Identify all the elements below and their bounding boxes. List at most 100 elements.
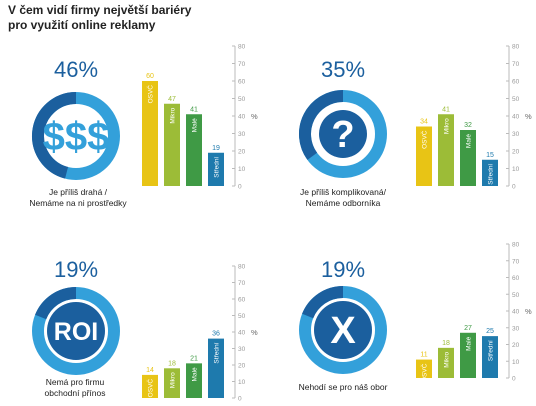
- bar-value-label: 36: [212, 331, 220, 338]
- y-tick-label: 50: [512, 96, 520, 103]
- panel-no-benefit: 19% ROI 0 10 20 30 40 50 60 70 80% 14 OSVČ 18 Mikro 2…: [0, 203, 268, 406]
- y-tick-label: 0: [512, 184, 516, 191]
- donut-ring: X: [299, 286, 387, 374]
- bar-category-label: Mikro: [444, 118, 451, 134]
- bar-value-label: 21: [190, 355, 198, 362]
- ring-share-arc: [32, 92, 77, 179]
- bar-value-label: 47: [168, 96, 176, 103]
- donut-ring: ROI: [32, 287, 120, 375]
- y-tick-label: 70: [512, 61, 520, 68]
- bar-value-label: 11: [420, 352, 427, 359]
- bar-value-label: 18: [168, 360, 176, 367]
- y-tick-label: 50: [512, 292, 520, 299]
- bar-value-label: 60: [146, 73, 154, 80]
- y-tick-label: 30: [512, 325, 520, 332]
- bar-value-label: 14: [146, 367, 154, 374]
- y-axis-label: %: [525, 112, 532, 121]
- y-tick-label: 80: [238, 44, 246, 51]
- svg-text:X: X: [330, 310, 356, 352]
- y-tick-label: 50: [238, 96, 246, 103]
- y-tick-label: 60: [512, 79, 520, 86]
- bar-category-label: OSVČ: [146, 379, 155, 398]
- bar-value-label: 34: [420, 119, 428, 126]
- panel-caption: Nehodí se pro náš obor: [268, 382, 418, 393]
- bar-chart: 0 10 20 30 40 50 60 70 80% 14 OSVČ 18 Mikro 21 Malé 36 S…: [142, 264, 258, 403]
- y-tick-label: 70: [238, 280, 246, 287]
- bar-category-label: OSVČ: [420, 130, 429, 149]
- caption-line-2: obchodní přínos: [44, 388, 106, 398]
- bar-male: [460, 332, 476, 378]
- y-tick-label: 50: [238, 313, 246, 320]
- y-tick-label: 0: [238, 396, 242, 403]
- bar-mikro: [438, 347, 454, 378]
- bar-value-label: 15: [486, 152, 494, 159]
- caption-line-2: Nemáme odborníka: [305, 198, 381, 208]
- page-title: V čem vidí firmy největší bariéry pro vy…: [8, 3, 268, 33]
- svg-text:ROI: ROI: [54, 318, 98, 346]
- bar-value-label: 25: [486, 328, 494, 335]
- y-tick-label: 40: [512, 309, 520, 316]
- y-tick-label: 0: [238, 184, 242, 191]
- y-tick-label: 10: [238, 379, 246, 386]
- y-tick-label: 40: [238, 330, 246, 337]
- y-tick-label: 30: [512, 131, 520, 138]
- y-tick-label: 20: [238, 363, 246, 370]
- y-tick-label: 10: [512, 359, 520, 366]
- y-axis-label: %: [251, 328, 258, 337]
- x-icon: X: [314, 301, 372, 359]
- panel-expensive: 46% $$$ 0 10 20 30 40 50 60 70 80% 60 OSVČ 47 Mikro 4…: [0, 0, 268, 209]
- bar-category-label: Mikro: [444, 351, 451, 367]
- dollar-icon: $$$: [43, 115, 110, 159]
- panel-headline: 19%: [53, 257, 99, 282]
- bar-category-label: Střední: [488, 340, 495, 361]
- caption-line-1: Je příliš drahá /: [48, 187, 108, 197]
- bar-chart: 0 10 20 30 40 50 60 70 80% 11 OSVČ 18 Mikro 27 Malé 25 S…: [416, 242, 532, 383]
- y-tick-label: 20: [512, 342, 520, 349]
- caption-line-1: Nehodí se pro náš obor: [298, 382, 388, 392]
- bar-value-label: 32: [464, 122, 472, 129]
- y-axis-label: %: [525, 307, 532, 316]
- bar-category-label: OSVČ: [420, 363, 429, 382]
- bar-category-label: Mikro: [170, 107, 177, 123]
- bar-stredni: [208, 152, 224, 186]
- y-axis-label: %: [251, 112, 258, 121]
- bar-value-label: 27: [464, 325, 472, 332]
- bar-male: [186, 363, 202, 398]
- panel-complicated: 35% ? 0 10 20 30 40 50 60 70 80% 34 OSVČ 41 Mikro 32 M…: [268, 0, 536, 208]
- y-tick-label: 20: [238, 149, 246, 156]
- bar-osvc: [142, 81, 158, 186]
- y-tick-label: 80: [512, 44, 520, 51]
- bar-category-label: Mikro: [170, 372, 177, 388]
- bar-mikro: [438, 114, 454, 186]
- y-tick-label: 80: [512, 242, 520, 249]
- y-tick-label: 60: [512, 275, 520, 282]
- caption-line-2: Nemáme na ni prostředky: [29, 198, 127, 208]
- bar-category-label: Malé: [192, 367, 199, 381]
- panel-headline: 46%: [53, 57, 99, 82]
- bar-male: [460, 130, 476, 186]
- question-icon: ?: [319, 110, 367, 158]
- bar-chart: 0 10 20 30 40 50 60 70 80% 60 OSVČ 47 Mikro 41 Malé 19 S…: [142, 44, 258, 191]
- bar-osvc: [142, 374, 158, 398]
- y-tick-label: 70: [512, 258, 520, 265]
- bar-category-label: Střední: [214, 342, 221, 363]
- bar-stredni: [208, 338, 224, 398]
- y-tick-label: 40: [238, 114, 246, 121]
- bar-mikro: [164, 103, 180, 186]
- bar-value-label: 18: [442, 340, 450, 347]
- y-tick-label: 20: [512, 149, 520, 156]
- page-title-line-1: V čem vidí firmy největší bariéry: [8, 3, 192, 17]
- y-tick-label: 60: [238, 297, 246, 304]
- bar-category-label: Malé: [466, 336, 473, 350]
- bar-category-label: Střední: [214, 157, 221, 178]
- bar-stredni: [482, 159, 498, 186]
- y-tick-label: 30: [238, 346, 246, 353]
- bar-osvc: [416, 359, 432, 378]
- panel-caption: Je příliš komplikovaná/ Nemáme odborníka: [268, 187, 418, 209]
- caption-line-1: Je příliš komplikovaná/: [300, 187, 386, 197]
- bar-value-label: 41: [442, 106, 450, 113]
- donut-ring: $$$: [32, 92, 120, 180]
- panel-caption: Nemá pro firmu obchodní přínos: [0, 377, 150, 399]
- y-tick-label: 0: [512, 376, 516, 383]
- bar-male: [186, 114, 202, 186]
